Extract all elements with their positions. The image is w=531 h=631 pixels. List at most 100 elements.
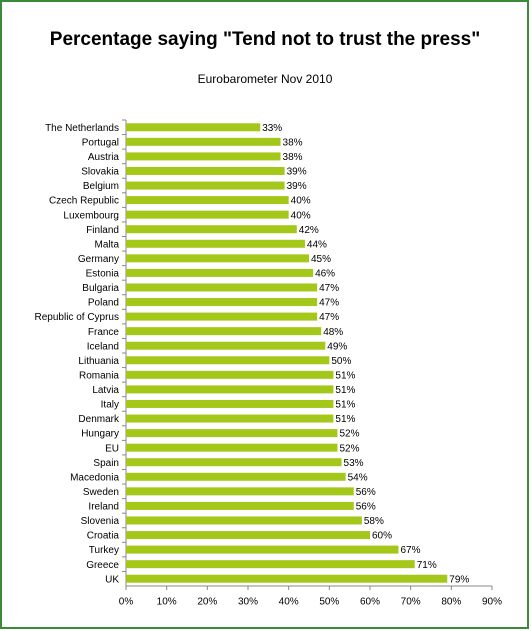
value-label: 52% [339,443,359,454]
bar [126,225,297,234]
bar [126,254,309,263]
value-label: 51% [335,400,355,411]
bar [126,196,289,205]
value-label: 42% [299,225,319,236]
value-label: 52% [339,429,359,440]
value-label: 49% [327,341,347,352]
y-tick-label: Austria [88,152,120,163]
y-tick-label: Czech Republic [49,196,119,207]
value-label: 53% [344,458,364,469]
bar [126,166,285,175]
x-tick-label: 80% [441,597,461,608]
value-label: 47% [319,283,339,294]
value-label: 47% [319,298,339,309]
bar [126,356,330,365]
value-label: 56% [356,487,376,498]
y-tick-label: Latvia [92,385,119,396]
y-tick-label: Iceland [87,341,119,352]
value-label: 33% [262,123,282,134]
bar [126,531,370,540]
y-tick-label: Spain [93,458,119,469]
value-label: 79% [449,574,469,585]
x-tick-label: 20% [197,597,217,608]
value-label: 39% [287,181,307,192]
y-tick-label: Macedonia [70,472,119,483]
value-label: 51% [335,385,355,396]
value-label: 40% [291,196,311,207]
value-label: 56% [356,502,376,513]
y-tick-label: EU [105,443,119,454]
x-tick-label: 50% [319,597,339,608]
bar [126,210,289,219]
bar [126,327,322,336]
y-tick-label: Poland [88,298,119,309]
y-tick-label: Romania [79,370,119,381]
value-label: 44% [307,239,327,250]
bar [126,487,354,496]
y-tick-label: Lithuania [78,356,119,367]
y-tick-label: France [88,327,120,338]
y-tick-label: Sweden [83,487,119,498]
value-label: 67% [400,545,420,556]
y-tick-label: Malta [95,239,120,250]
value-label: 60% [372,531,392,542]
y-tick-label: Slovakia [81,167,119,178]
bar [126,312,318,321]
y-tick-label: Denmark [78,414,120,425]
y-tick-label: Estonia [86,269,120,280]
bar [126,458,342,467]
x-tick-label: 40% [279,597,299,608]
bar [126,181,285,190]
bar [126,443,338,452]
bar [126,370,334,379]
value-label: 51% [335,370,355,381]
value-label: 58% [364,516,384,527]
y-tick-label: Hungary [81,429,119,440]
y-tick-label: Finland [86,225,119,236]
y-tick-label: The Netherlands [45,123,119,134]
bar [126,501,354,510]
x-tick-label: 60% [360,597,380,608]
y-tick-label: Republic of Cyprus [35,312,119,323]
y-tick-label: Ireland [88,502,119,513]
bar [126,574,448,583]
bar [126,429,338,438]
value-label: 71% [417,560,437,571]
bar [126,341,326,350]
y-tick-label: Croatia [87,531,120,542]
chart-title: Percentage saying "Tend not to trust the… [50,29,480,50]
y-tick-label: Luxembourg [63,210,119,221]
x-tick-label: 0% [119,597,134,608]
bar [126,268,314,277]
y-tick-label: UK [105,574,119,585]
value-label: 39% [287,167,307,178]
x-tick-label: 10% [157,597,177,608]
value-label: 40% [291,210,311,221]
bar [126,516,362,525]
y-tick-label: Portugal [82,137,119,148]
bar [126,239,305,248]
bar [126,137,281,146]
bar [126,123,261,132]
bar [126,399,334,408]
chart-subtitle: Eurobarometer Nov 2010 [198,72,333,86]
x-tick-label: 70% [401,597,421,608]
value-label: 45% [311,254,331,265]
value-label: 38% [283,152,303,163]
value-label: 54% [348,472,368,483]
y-tick-label: Belgium [83,181,119,192]
bar [126,385,334,394]
y-tick-label: Italy [101,400,119,411]
bar [126,152,281,161]
x-tick-label: 90% [482,597,502,608]
bar [126,545,399,554]
value-label: 46% [315,269,335,280]
value-label: 50% [331,356,351,367]
value-label: 47% [319,312,339,323]
y-tick-label: Bulgaria [82,283,119,294]
y-tick-label: Slovenia [81,516,120,527]
bar [126,283,318,292]
bar [126,414,334,423]
y-tick-label: Greece [86,560,119,571]
